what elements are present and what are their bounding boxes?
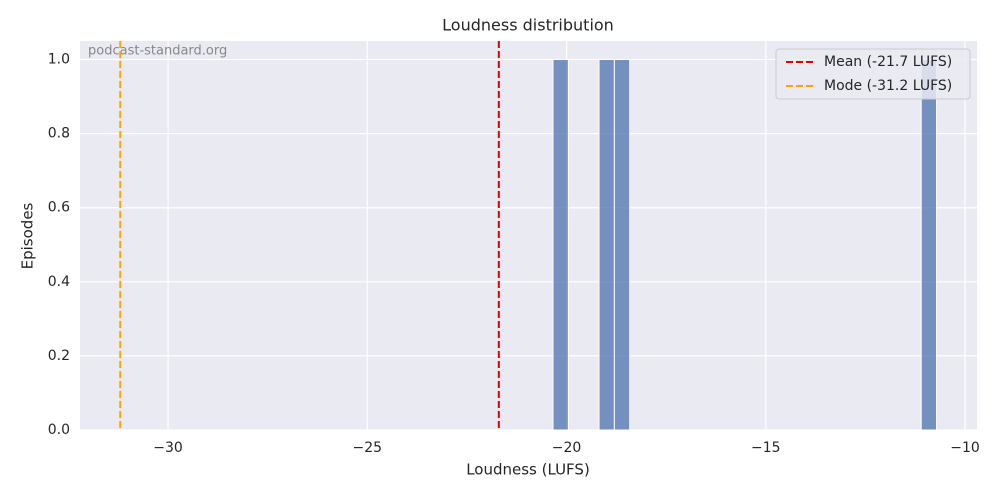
- x-tick-label: −20: [552, 440, 582, 456]
- y-axis-label: Episodes: [19, 202, 37, 269]
- histogram-bar: [598, 59, 615, 431]
- x-tick-label: −15: [751, 440, 781, 456]
- histogram-bar: [613, 59, 631, 431]
- y-tick-label: 0.8: [48, 126, 70, 142]
- histogram-bar: [920, 59, 938, 431]
- chart-title: Loudness distribution: [442, 16, 614, 35]
- y-tick-label: 1.0: [48, 52, 70, 68]
- watermark: podcast-standard.org: [88, 44, 227, 59]
- legend-label: Mode (-31.2 LUFS): [824, 78, 952, 94]
- plot-area: [80, 41, 977, 430]
- x-tick-label: −25: [353, 440, 383, 456]
- y-tick-label: 0.2: [48, 348, 70, 364]
- x-tick-label: −10: [950, 440, 980, 456]
- y-tick-label: 0.0: [48, 422, 70, 438]
- x-tick-label: −30: [153, 440, 183, 456]
- y-tick-label: 0.6: [48, 200, 70, 216]
- histogram-bar: [552, 59, 569, 431]
- legend-label: Mean (-21.7 LUFS): [824, 54, 952, 70]
- y-tick-label: 0.4: [48, 274, 70, 290]
- x-axis-label: Loudness (LUFS): [466, 461, 590, 479]
- legend-box: [775, 48, 971, 100]
